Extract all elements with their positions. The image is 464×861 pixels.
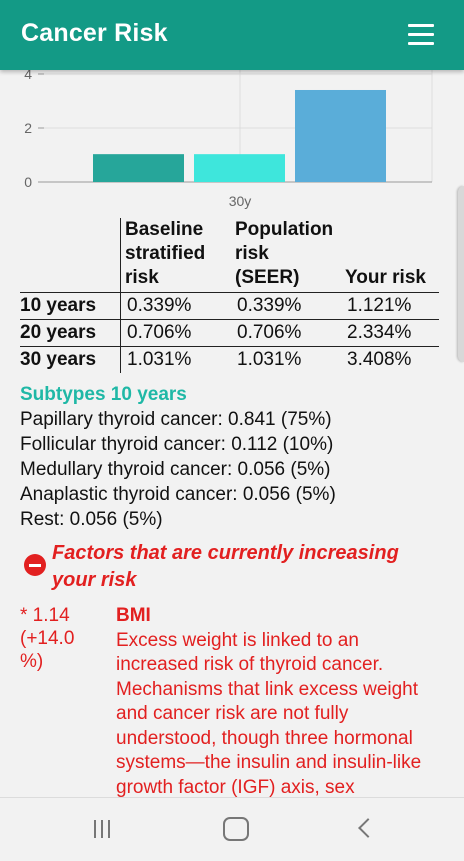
subtypes-heading: Subtypes 10 years [20, 384, 187, 405]
row-label: 30 years [20, 349, 97, 370]
minus-circle-icon [24, 554, 46, 576]
bar [194, 154, 285, 182]
home-icon[interactable] [223, 817, 249, 841]
cell-baseline: 0.339% [120, 292, 231, 320]
table-corner [20, 218, 121, 293]
risk-table: Baseline stratified risk Population risk… [20, 218, 439, 373]
cell-baseline: 1.031% [120, 346, 231, 373]
factor-bmi: BMI Excess weight is linked to an increa… [116, 604, 444, 800]
x-tick-label: 30y [229, 193, 252, 209]
multiplier-change: (+14.0 %) [20, 628, 75, 672]
subtypes-section: Subtypes 10 years Papillary thyroid canc… [20, 382, 336, 532]
cell-your-risk: 3.408% [347, 349, 412, 370]
factor-multiplier: * 1.14 (+14.0 %) [20, 604, 90, 673]
row-label: 10 years [20, 295, 97, 316]
cell-population: 0.339% [237, 295, 302, 316]
cell-population: 1.031% [237, 349, 302, 370]
cell-baseline: 0.706% [120, 319, 231, 347]
cell-your-risk: 2.334% [347, 322, 412, 343]
table-row: 10 years 0.339% 0.339% 1.121% [20, 292, 439, 320]
y-tick-label: 0 [24, 174, 32, 190]
header-population: Population risk (SEER) [231, 218, 341, 293]
table-row: 20 years 0.706% 0.706% 2.334% [20, 319, 439, 347]
cell-population: 0.706% [237, 322, 302, 343]
cell-your-risk: 1.121% [347, 295, 412, 316]
app-bar: Cancer Risk [0, 0, 464, 70]
recents-icon[interactable] [94, 818, 116, 840]
app-title: Cancer Risk [21, 19, 168, 47]
system-nav-bar [0, 797, 464, 861]
factor-description: Excess weight is linked to an increased … [116, 629, 422, 798]
subtype-item: Rest: 0.056 (5%) [20, 509, 163, 530]
y-tick-label: 2 [24, 120, 32, 136]
factor-name: BMI [116, 605, 151, 626]
bar [93, 154, 184, 182]
subtype-item: Follicular thyroid cancer: 0.112 (10%) [20, 434, 334, 455]
risk-bar-chart: 4 2 0 30y [0, 64, 464, 214]
table-row: 30 years 1.031% 1.031% 3.408% [20, 346, 439, 373]
back-icon[interactable] [358, 818, 372, 840]
bar [295, 89, 386, 182]
subtype-item: Medullary thyroid cancer: 0.056 (5%) [20, 459, 331, 480]
multiplier-value: * 1.14 [20, 605, 70, 626]
hamburger-menu-icon[interactable] [408, 24, 434, 46]
header-your-risk: Your risk [341, 218, 439, 293]
factors-title: Factors that are currently increasing yo… [52, 542, 399, 591]
y-tick-label: 4 [24, 66, 32, 82]
scroll-edge-handle[interactable] [458, 186, 464, 362]
row-label: 20 years [20, 322, 97, 343]
header-baseline: Baseline stratified risk [120, 218, 231, 293]
subtype-item: Papillary thyroid cancer: 0.841 (75%) [20, 409, 332, 430]
subtype-item: Anaplastic thyroid cancer: 0.056 (5%) [20, 484, 336, 505]
